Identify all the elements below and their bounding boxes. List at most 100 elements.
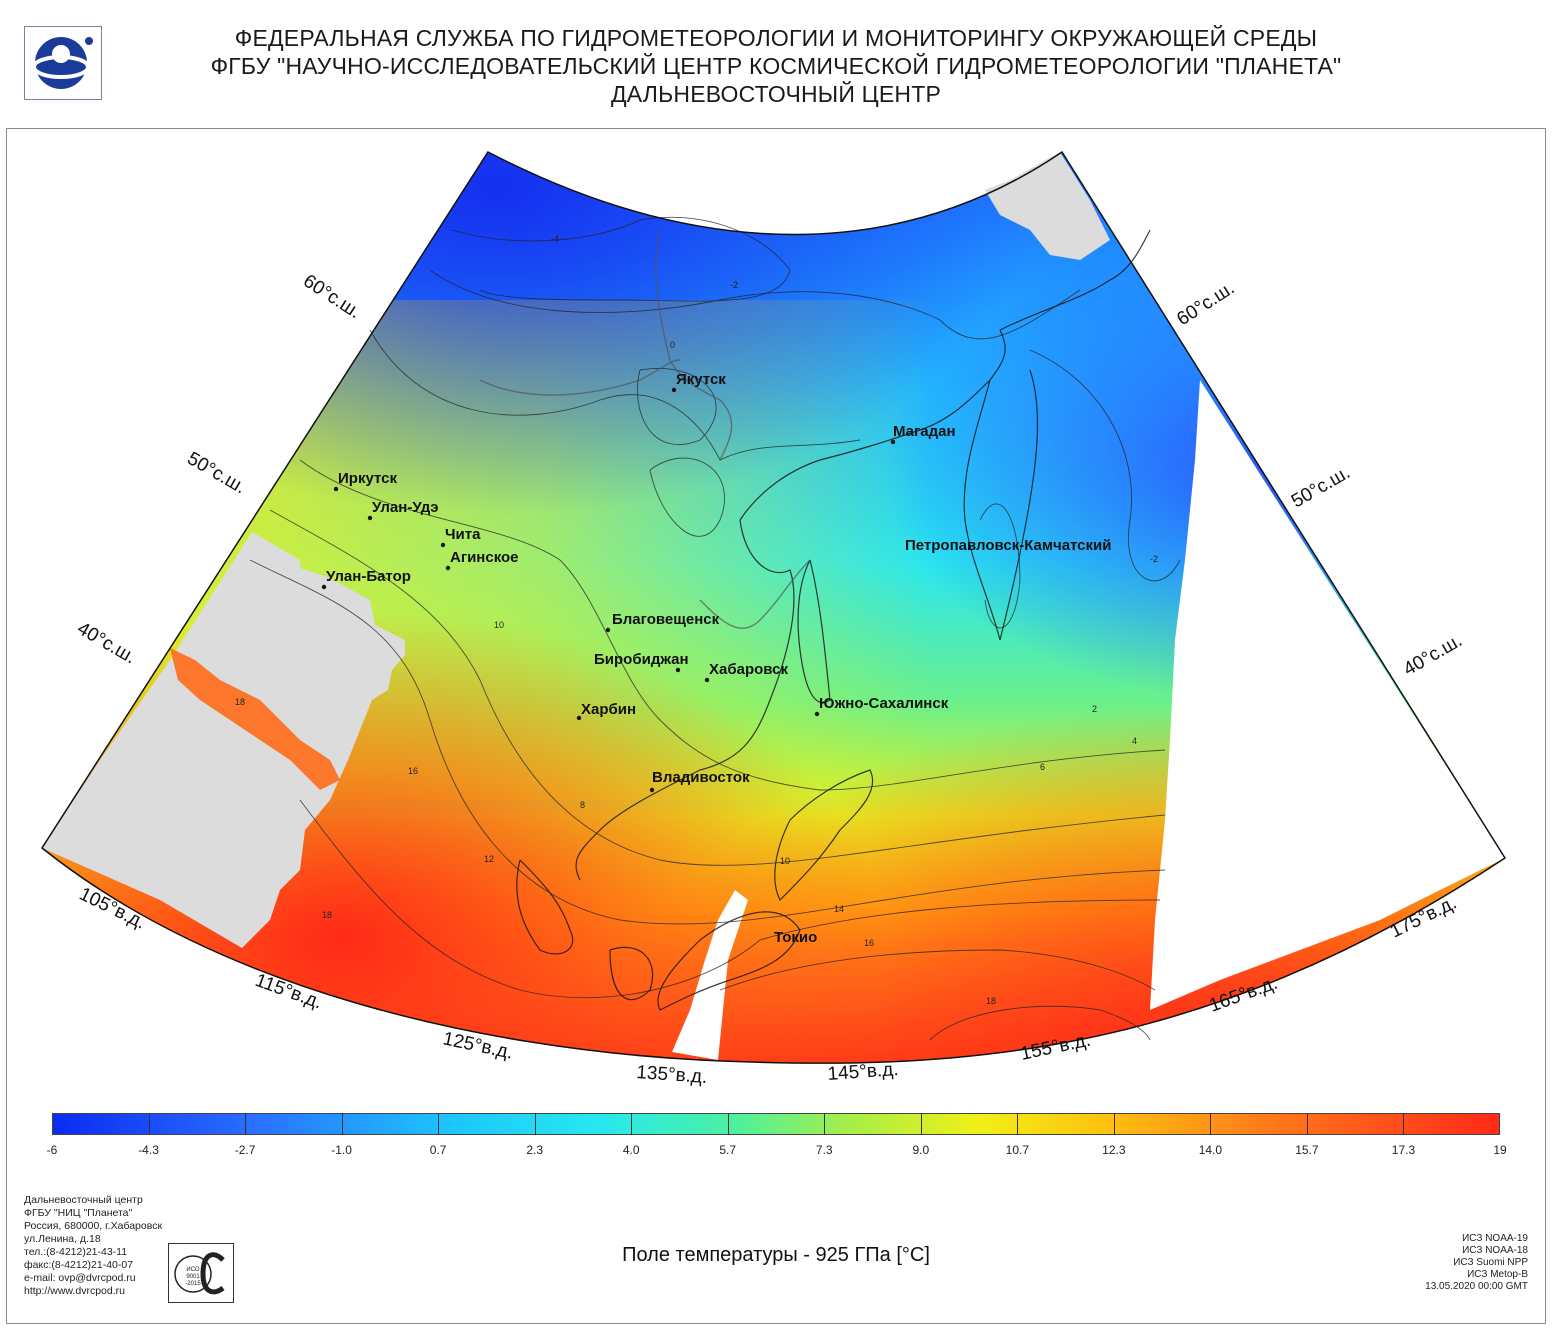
isoline-label: 18 bbox=[322, 910, 332, 920]
isoline-label: 14 bbox=[834, 904, 844, 914]
city-dot-irkutsk bbox=[333, 486, 339, 492]
scale-tick-label: -2.7 bbox=[234, 1143, 256, 1157]
scale-tick-mark bbox=[920, 1113, 922, 1135]
city-dot-yuzhno-sakhalinsk bbox=[814, 711, 820, 717]
scale-tick-label: 15.7 bbox=[1295, 1143, 1319, 1157]
scale-tick-mark bbox=[824, 1113, 826, 1135]
sat-line: ИСЗ NOAA-19 bbox=[1462, 1233, 1528, 1244]
color-scale-bar bbox=[52, 1113, 1500, 1135]
scale-tick-label: -4.3 bbox=[138, 1143, 159, 1157]
scale-tick-label: 9.0 bbox=[912, 1143, 930, 1157]
header-line-3: ДАЛЬНЕВОСТОЧНЫЙ ЦЕНТР bbox=[610, 81, 942, 107]
lat-label: 40°с.ш. bbox=[74, 618, 140, 668]
org-line: ул.Ленина, д.18 bbox=[24, 1233, 101, 1245]
header-line-1: ФЕДЕРАЛЬНАЯ СЛУЖБА ПО ГИДРОМЕТЕОРОЛОГИИ … bbox=[234, 25, 1318, 51]
lat-label: 50°с.ш. bbox=[184, 448, 250, 498]
scale-tick-label: 5.7 bbox=[719, 1143, 737, 1157]
isoline-label: 8 bbox=[580, 800, 585, 810]
sat-line: 13.05.2020 00:00 GMT bbox=[1425, 1281, 1528, 1292]
isoline-label: -2 bbox=[730, 280, 738, 290]
city-dot-birobidzhan bbox=[675, 667, 681, 673]
sat-line: ИСЗ Metop-B bbox=[1467, 1269, 1528, 1280]
map-frame bbox=[6, 128, 1546, 1324]
isoline-label: 12 bbox=[484, 854, 494, 864]
city-label: Харбин bbox=[581, 701, 636, 718]
scale-tick-mark bbox=[1306, 1113, 1308, 1135]
scale-tick-label: 4.0 bbox=[622, 1143, 640, 1157]
isoline-label: 6 bbox=[1040, 762, 1045, 772]
org-line: Дальневосточный центр bbox=[24, 1194, 143, 1206]
city-label: Петропавловск-Камчатский bbox=[905, 537, 1111, 554]
scale-tick-label: 19 bbox=[1493, 1143, 1507, 1157]
city-label: Улан-Удэ bbox=[372, 499, 439, 516]
isoline-labels: -4 -2 0 2 4 6 8 10 12 14 16 18 -2 10 16 … bbox=[235, 234, 1158, 1006]
isoline-label: 4 bbox=[1132, 736, 1137, 746]
lat-label: 60°с.ш. bbox=[1173, 278, 1238, 330]
lon-label: 135°в.д. bbox=[636, 1062, 708, 1088]
header: ФЕДЕРАЛЬНАЯ СЛУЖБА ПО ГИДРОМЕТЕОРОЛОГИИ … bbox=[120, 24, 1432, 108]
iso-badge-icon: ИСО 9001 -2015 bbox=[174, 1252, 225, 1295]
city-label: Владивосток bbox=[652, 769, 750, 786]
svg-text:ИСО: ИСО bbox=[186, 1267, 200, 1273]
satellite-info: ИСЗ NOAA-19 ИСЗ NOAA-18 ИСЗ Suomi NPP ИС… bbox=[1425, 1233, 1528, 1293]
isoline-label: -2 bbox=[1150, 554, 1158, 564]
city-markers bbox=[321, 387, 896, 793]
isoline-label: 0 bbox=[670, 340, 675, 350]
city-labels: Якутск Магадан Иркутск Улан-Удэ Чита Аги… bbox=[326, 371, 1111, 946]
city-dot-chita bbox=[440, 542, 446, 548]
city-dot-blagoveshchensk bbox=[605, 627, 611, 633]
city-label: Чита bbox=[445, 526, 481, 543]
city-label: Магадан bbox=[893, 423, 956, 440]
scale-tick-mark bbox=[631, 1113, 633, 1135]
isoline-label: 2 bbox=[1092, 704, 1097, 714]
lat-label: 40°с.ш. bbox=[1400, 630, 1466, 680]
sat-line: ИСЗ Suomi NPP bbox=[1453, 1257, 1528, 1268]
isoline-label: 16 bbox=[864, 938, 874, 948]
isoline-label: 10 bbox=[494, 620, 504, 630]
scale-tick-mark bbox=[148, 1113, 150, 1135]
scale-tick-label: 10.7 bbox=[1005, 1143, 1030, 1157]
city-dot-ulan-bator bbox=[321, 584, 327, 590]
scale-tick-mark bbox=[534, 1113, 536, 1135]
scale-tick-mark bbox=[1113, 1113, 1115, 1135]
scale-tick-label: 14.0 bbox=[1198, 1143, 1223, 1157]
city-dot-harbin bbox=[576, 715, 582, 721]
map-outline bbox=[41, 150, 1507, 1064]
org-line: http://www.dvrcpod.ru bbox=[24, 1285, 125, 1297]
city-label: Токио bbox=[774, 929, 817, 946]
scale-tick-mark bbox=[1017, 1113, 1019, 1135]
scale-tick-label: 7.3 bbox=[815, 1143, 833, 1157]
scale-tick-label: 0.7 bbox=[429, 1143, 447, 1157]
city-dot-khabarovsk bbox=[704, 677, 710, 683]
scale-tick-mark bbox=[727, 1113, 729, 1135]
city-dot-yakutsk bbox=[671, 387, 677, 393]
city-label: Хабаровск bbox=[709, 661, 788, 678]
planeta-logo bbox=[24, 26, 102, 100]
city-label: Благовещенск bbox=[612, 611, 720, 628]
scale-tick-label: 17.3 bbox=[1391, 1143, 1416, 1157]
scale-tick-mark bbox=[1210, 1113, 1212, 1135]
city-dot-magadan bbox=[890, 439, 896, 445]
no-data-areas bbox=[42, 152, 1505, 1060]
planeta-logo-emblem bbox=[32, 37, 93, 89]
scale-tick-mark bbox=[1403, 1113, 1405, 1135]
city-label: Улан-Батор bbox=[326, 568, 411, 585]
org-line: тел.:(8-4212)21-43-11 bbox=[24, 1246, 128, 1258]
city-label: Иркутск bbox=[338, 470, 397, 487]
org-line: факс:(8-4212)21-40-07 bbox=[24, 1259, 134, 1271]
org-line: ФГБУ "НИЦ "Планета" bbox=[24, 1207, 133, 1219]
city-dot-vladivostok bbox=[649, 787, 655, 793]
city-label: Агинское bbox=[450, 549, 519, 566]
lat-label: 50°с.ш. bbox=[1288, 462, 1354, 512]
org-line: e-mail: ovp@dvrcpod.ru bbox=[24, 1272, 136, 1284]
sat-line: ИСЗ NOAA-18 bbox=[1462, 1245, 1528, 1256]
scale-tick-label: -1.0 bbox=[331, 1143, 352, 1157]
isolines bbox=[249, 217, 1181, 1041]
iso-certification-badge: ИСО 9001 -2015 bbox=[168, 1243, 234, 1303]
city-dot-ulan-ude bbox=[367, 515, 373, 521]
rivers bbox=[479, 229, 811, 629]
map-caption: Поле температуры - 925 ГПа [°C] bbox=[622, 1244, 930, 1266]
city-label: Якутск bbox=[676, 371, 726, 388]
lat-label: 60°с.ш. bbox=[299, 271, 364, 323]
